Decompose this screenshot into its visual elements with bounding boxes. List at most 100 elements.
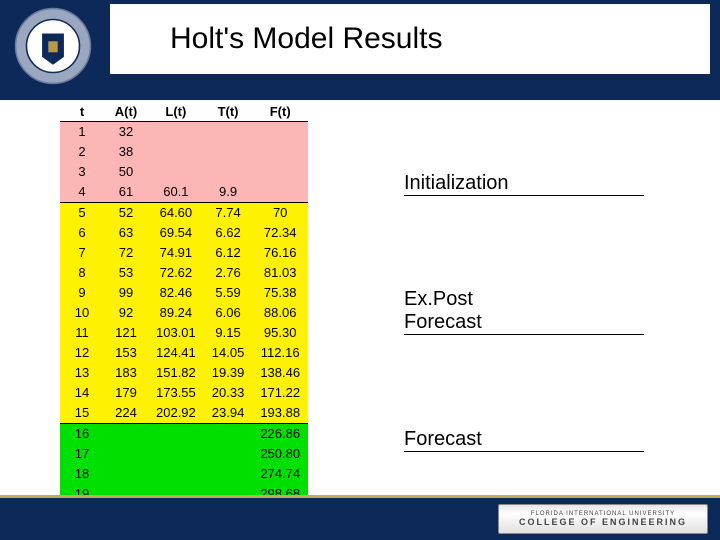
table-header: tA(t)L(t)T(t)F(t) [60, 102, 308, 122]
table-cell: 61 [104, 182, 148, 203]
table-cell: 74.91 [148, 243, 204, 263]
table-cell [252, 142, 308, 162]
table-cell: 3 [60, 162, 104, 182]
table-cell: 9 [60, 283, 104, 303]
column-header: t [60, 102, 104, 122]
table-cell: 14.05 [204, 343, 253, 363]
table-cell: 10 [60, 303, 104, 323]
table-cell: 50 [104, 162, 148, 182]
table-cell: 274.74 [252, 464, 308, 484]
table-cell: 138.46 [252, 363, 308, 383]
table-cell [204, 122, 253, 143]
table-cell: 173.55 [148, 383, 204, 403]
table-row: 17250.80 [60, 444, 308, 464]
table-cell [148, 444, 204, 464]
badge-line2: COLLEGE OF ENGINEERING [519, 517, 687, 527]
table-cell: 7.74 [204, 203, 253, 224]
table-cell: 6.12 [204, 243, 253, 263]
table-cell: 11 [60, 323, 104, 343]
holt-results-table: tA(t)L(t)T(t)F(t) 13223835046160.19.9552… [60, 102, 308, 505]
table-cell: 23.94 [204, 403, 253, 424]
table-cell: 19.39 [204, 363, 253, 383]
table-cell: 72.34 [252, 223, 308, 243]
table-cell [204, 424, 253, 445]
annotation-forecast: Forecast [404, 428, 644, 452]
table-body: 13223835046160.19.955264.607.747066369.5… [60, 122, 308, 505]
table-cell: 72.62 [148, 263, 204, 283]
table-cell [148, 162, 204, 182]
table-cell: 1 [60, 122, 104, 143]
table-cell [252, 162, 308, 182]
content-area: tA(t)L(t)T(t)F(t) 13223835046160.19.9552… [0, 100, 720, 498]
table-cell: 6.06 [204, 303, 253, 323]
table-cell: 5.59 [204, 283, 253, 303]
table-row: 15224202.9223.94193.88 [60, 403, 308, 424]
table-cell: 15 [60, 403, 104, 424]
footer-band: FLORIDA INTERNATIONAL UNIVERSITY COLLEGE… [0, 498, 720, 540]
table-cell: 16 [60, 424, 104, 445]
table-cell: 76.16 [252, 243, 308, 263]
table-cell: 6.62 [204, 223, 253, 243]
table-cell: 2 [60, 142, 104, 162]
table-cell: 226.86 [252, 424, 308, 445]
table-cell [148, 122, 204, 143]
table-cell: 69.54 [148, 223, 204, 243]
table-cell: 2.76 [204, 263, 253, 283]
table-cell: 63 [104, 223, 148, 243]
table-row: 77274.916.1276.16 [60, 243, 308, 263]
annotation-text: Forecast [404, 311, 644, 335]
table-cell: 99 [104, 283, 148, 303]
table-cell: 20.33 [204, 383, 253, 403]
table-cell: 193.88 [252, 403, 308, 424]
annotation-expost: Ex.Post Forecast [404, 288, 644, 335]
annotation-text: Ex.Post [404, 288, 473, 310]
table-cell: 112.16 [252, 343, 308, 363]
table-cell: 6 [60, 223, 104, 243]
table-row: 18274.74 [60, 464, 308, 484]
table-cell: 17 [60, 444, 104, 464]
annotation-text: Forecast [404, 428, 644, 452]
table-cell [204, 162, 253, 182]
table-cell [148, 142, 204, 162]
table-row: 132 [60, 122, 308, 143]
table-cell: 103.01 [148, 323, 204, 343]
title-plate: Holt's Model Results [110, 4, 710, 74]
table-cell: 171.22 [252, 383, 308, 403]
table-row: 12153124.4114.05112.16 [60, 343, 308, 363]
table-row: 46160.19.9 [60, 182, 308, 203]
table-row: 109289.246.0688.06 [60, 303, 308, 323]
table-cell: 153 [104, 343, 148, 363]
table-cell: 82.46 [148, 283, 204, 303]
table-cell: 32 [104, 122, 148, 143]
table-cell: 72 [104, 243, 148, 263]
column-header: A(t) [104, 102, 148, 122]
table-cell: 124.41 [148, 343, 204, 363]
table-cell [104, 464, 148, 484]
table-row: 55264.607.7470 [60, 203, 308, 224]
table-cell: 8 [60, 263, 104, 283]
table-row: 350 [60, 162, 308, 182]
table-cell: 9.15 [204, 323, 253, 343]
table-cell: 14 [60, 383, 104, 403]
table-cell: 224 [104, 403, 148, 424]
table-cell: 53 [104, 263, 148, 283]
table-cell: 202.92 [148, 403, 204, 424]
university-seal-icon [14, 7, 92, 85]
table-cell: 38 [104, 142, 148, 162]
table-cell: 183 [104, 363, 148, 383]
table-cell [204, 464, 253, 484]
college-badge: FLORIDA INTERNATIONAL UNIVERSITY COLLEGE… [498, 504, 708, 534]
table-cell: 95.30 [252, 323, 308, 343]
table-cell [252, 182, 308, 203]
table-cell: 121 [104, 323, 148, 343]
table-cell [204, 444, 253, 464]
table-cell: 92 [104, 303, 148, 323]
header-band: Holt's Model Results [0, 0, 720, 100]
table-cell: 13 [60, 363, 104, 383]
table-cell: 4 [60, 182, 104, 203]
table-cell [148, 464, 204, 484]
table-row: 11121103.019.1595.30 [60, 323, 308, 343]
table-cell: 9.9 [204, 182, 253, 203]
table-cell: 52 [104, 203, 148, 224]
table-row: 85372.622.7681.03 [60, 263, 308, 283]
